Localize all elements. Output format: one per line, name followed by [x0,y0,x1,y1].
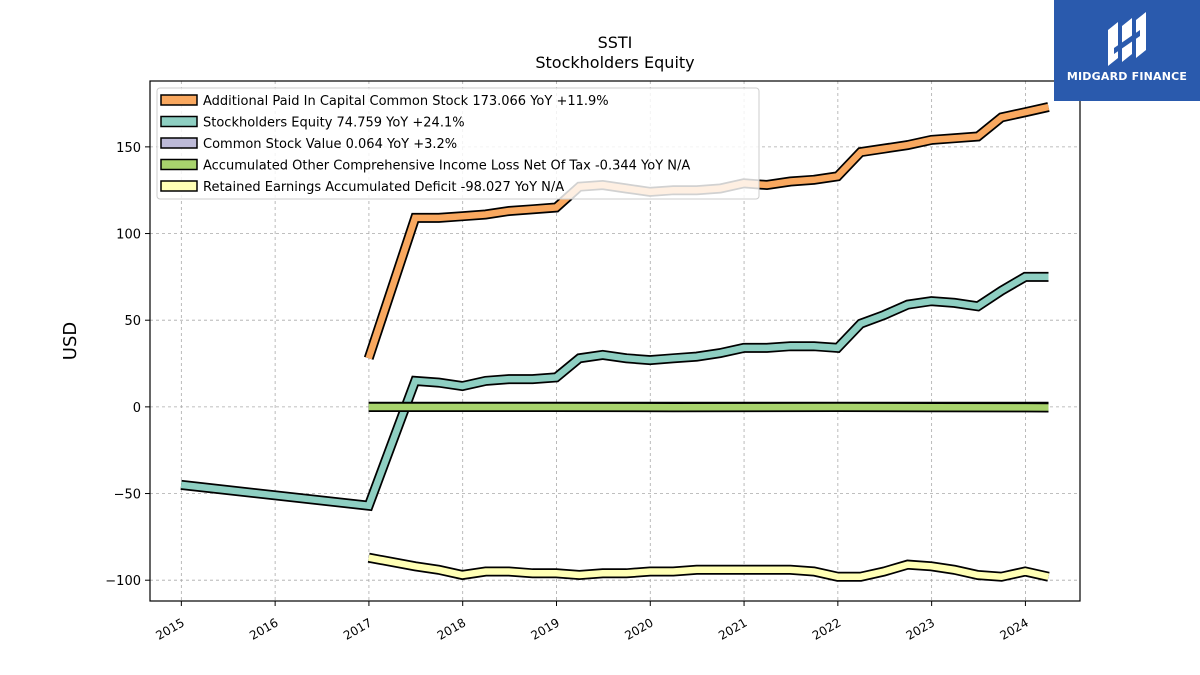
legend-swatch-3 [160,158,198,171]
x-tick-label: 2019 [529,615,562,642]
y-tick-label: 50 [124,314,141,329]
x-tick-label: 2015 [153,615,186,642]
chart-title: SSTI [598,33,633,52]
x-tick-label: 2024 [997,615,1030,642]
series-line-4 [368,554,1050,580]
legend-label-3: Accumulated Other Comprehensive Income L… [203,159,690,174]
legend-label-4: Retained Earnings Accumulated Deficit -9… [203,180,564,195]
x-tick-label: 2021 [716,615,749,642]
logo-text: MIDGARD FINANCE [1066,70,1188,83]
y-axis: 150 100 50 0 −50 −100 [105,141,150,589]
x-tick-label: 2023 [904,615,937,642]
legend-label-0: Additional Paid In Capital Common Stock … [203,94,609,109]
legend-swatch-4 [160,180,198,192]
x-tick-label: 2018 [435,615,468,642]
x-axis: 2015 2016 2017 2018 2019 2020 2021 2022 2023 2024 [153,601,1031,643]
legend-swatch-0 [160,94,198,106]
x-tick-label: 2017 [341,615,374,642]
series-line-1 [180,273,1049,510]
y-tick-label: 0 [133,401,141,416]
y-tick-label: 100 [116,228,141,243]
legend-swatch-1 [160,115,198,128]
logo: MIDGARD FINANCE [1054,0,1200,101]
legend-swatch-2 [160,137,198,149]
y-tick-label: −100 [105,574,141,589]
plot-frame [149,80,1081,602]
legend-label-2: Common Stock Value 0.064 YoY +3.2% [203,137,457,152]
x-tick-label: 2022 [810,615,843,642]
legend: Additional Paid In Capital Common Stock … [156,87,760,200]
legend-label-1: Stockholders Equity 74.759 YoY +24.1% [203,116,465,131]
x-tick-label: 2020 [622,615,655,642]
series-layer [180,102,1050,582]
y-axis-label: USD [60,322,81,360]
y-tick-label: −50 [114,488,141,503]
series-line-outline-1 [180,271,1049,512]
y-tick-label: 150 [116,141,141,156]
logo-mark-icon [1108,12,1146,66]
legend-box [156,87,760,200]
x-tick-label: 2016 [247,615,280,642]
chart-subtitle: Stockholders Equity [535,53,694,72]
series-line-3 [368,403,1049,411]
